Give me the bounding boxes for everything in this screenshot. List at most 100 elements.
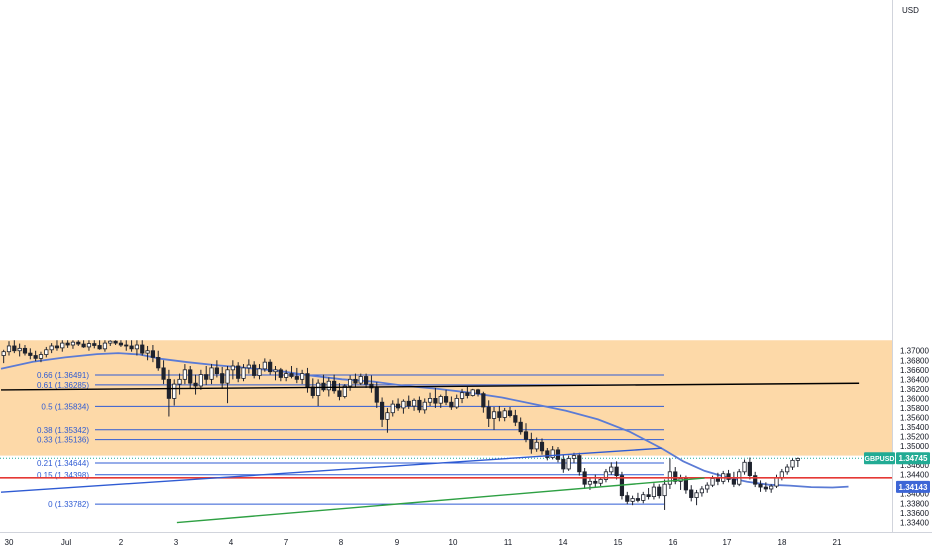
candle [28, 348, 33, 360]
black-trendline [0, 382, 860, 391]
price-badges: GBPUSD 1.34745 1.34143 [864, 452, 930, 493]
candle-body [673, 471, 678, 482]
candle [561, 454, 566, 473]
candle [438, 394, 443, 408]
candle-body [742, 461, 747, 473]
green-trendline [176, 477, 705, 524]
candle [161, 360, 166, 385]
candle-body [65, 342, 70, 346]
symbol-badge [864, 452, 895, 465]
candle [358, 373, 363, 386]
candle-body [118, 342, 124, 346]
candle [529, 432, 534, 454]
candle-body [635, 498, 641, 501]
candle-body [22, 347, 28, 354]
candle-body [502, 410, 507, 418]
candle-body [225, 369, 230, 384]
candle-body [662, 483, 667, 497]
candle-body [699, 488, 704, 494]
candle-body [630, 498, 635, 502]
candle-body [17, 347, 22, 352]
candle [118, 340, 124, 347]
candle-body [609, 466, 614, 473]
candle-body [726, 473, 731, 480]
price-tick-label: 1.33400 [900, 518, 929, 527]
candle-body [1, 351, 6, 356]
candle [630, 495, 635, 506]
candle-body [779, 471, 784, 478]
time-tick-label: 4 [229, 538, 234, 547]
price-tick-label: 1.35600 [900, 413, 929, 422]
candle [470, 388, 475, 397]
candle-body [332, 380, 337, 392]
fib-level-label: 0.5 (1.35834) [41, 402, 89, 411]
candle-body [353, 378, 358, 384]
candle-body [86, 343, 92, 348]
candle-body [262, 361, 267, 370]
candle [230, 360, 235, 380]
candle-body [625, 495, 630, 502]
candle-body [731, 479, 736, 485]
candle-body [113, 340, 118, 344]
candle [763, 482, 768, 492]
candle [145, 345, 150, 361]
time-tick-label: 14 [559, 538, 568, 547]
candle [97, 340, 102, 350]
candle-body [795, 458, 800, 461]
candle [465, 386, 470, 399]
time-ticks[interactable]: 30 Jul 2 3 4 7 8 9 10 11 14 15 16 17 18 21 [5, 538, 842, 547]
candle [401, 399, 406, 414]
candle-body [395, 403, 401, 409]
candle [625, 491, 630, 505]
candle [497, 406, 502, 422]
symbol-badge-text: GBPUSD [865, 456, 895, 463]
candle-body [529, 439, 534, 450]
candle [49, 343, 54, 354]
candle [486, 400, 491, 428]
candle-body [358, 376, 363, 384]
candle [60, 340, 65, 352]
candle-body [188, 369, 193, 384]
candle-body [33, 355, 38, 359]
candle-body [92, 343, 97, 346]
candle [220, 366, 225, 389]
candle [395, 398, 401, 411]
price-ticks[interactable]: 1.370001.368001.366001.364001.362001.360… [900, 347, 929, 528]
candle-body [443, 396, 449, 403]
candle-body [44, 349, 49, 355]
candle-body [108, 340, 113, 344]
candle [177, 373, 182, 395]
candle [209, 364, 214, 385]
candle-body [300, 373, 305, 380]
candle [491, 406, 497, 430]
candle-body [401, 400, 406, 409]
price-tick-label: 1.33600 [900, 509, 929, 518]
candle [635, 492, 641, 503]
candle [742, 459, 747, 475]
candle [65, 340, 70, 348]
candle-body [49, 345, 54, 351]
candle-body [102, 342, 108, 350]
candle [33, 350, 38, 362]
candle [12, 340, 17, 354]
candle [731, 471, 736, 488]
candle [1, 349, 6, 364]
candle-body [486, 406, 491, 419]
candle-body [97, 345, 102, 350]
candle-body [518, 421, 523, 433]
candle-body [12, 345, 17, 352]
fib-level-label: 0.66 (1.36491) [37, 371, 89, 380]
candle-body [182, 369, 187, 380]
candle-body [715, 478, 720, 482]
time-tick-label: 3 [174, 538, 179, 547]
candle [475, 388, 481, 397]
candle-body [284, 373, 289, 378]
candle-body [758, 483, 763, 488]
candle-body [273, 369, 278, 373]
moving-average-line [0, 352, 849, 489]
candle-body [438, 396, 443, 404]
price-axis-currency: USD [902, 6, 919, 15]
price-tick-label: 1.34000 [900, 490, 929, 499]
candle-body [753, 475, 758, 485]
